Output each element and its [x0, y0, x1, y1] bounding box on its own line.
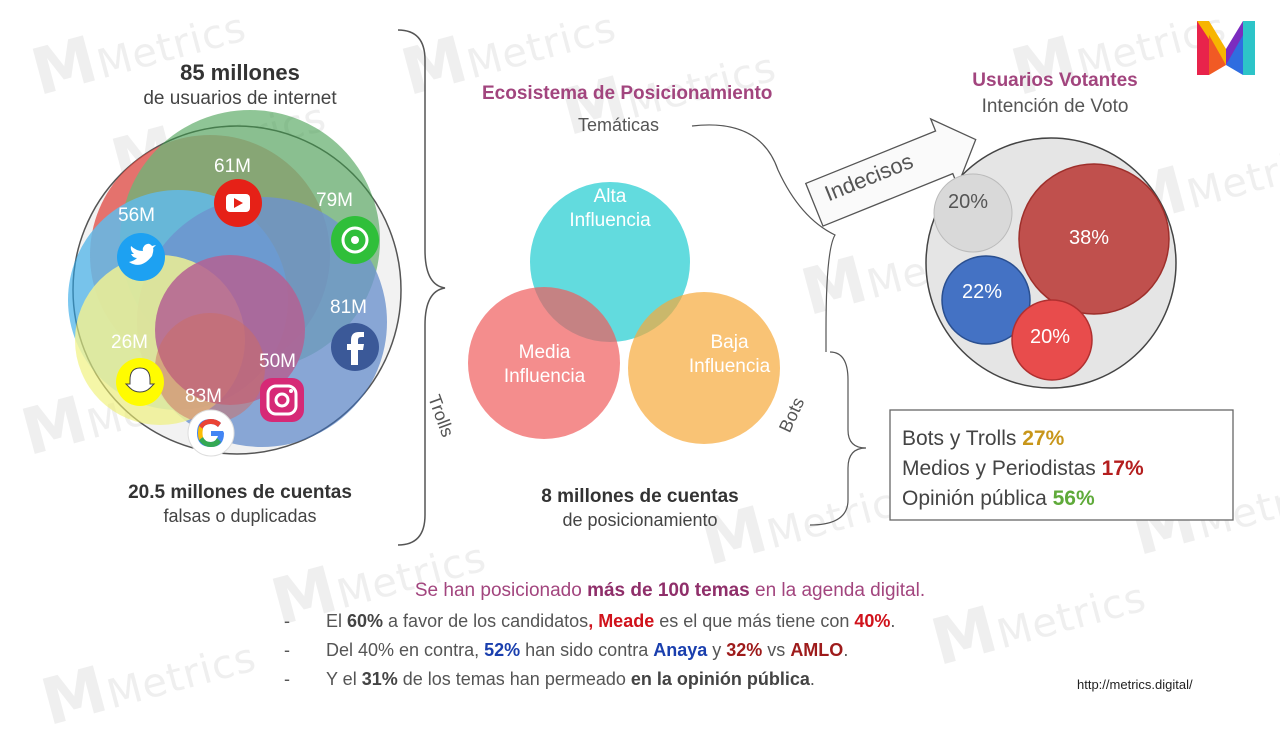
alta-influencia-label: Alta Influencia [569, 186, 651, 231]
breakdown-value: 17% [1101, 457, 1144, 480]
bubble-20-red-label: 20% [1030, 326, 1071, 348]
breakdown-row: Bots y Trolls 27% [902, 427, 1065, 450]
voters-subtitle: Intención de Voto [981, 96, 1129, 117]
twitter-count: 56M [118, 205, 155, 226]
instagram-circle [155, 255, 305, 405]
fake-accounts-caption: falsas o duplicadas [163, 506, 317, 526]
google-count: 83M [185, 386, 222, 407]
positioning-accounts-count: 8 millones de cuentas [541, 486, 739, 507]
left-footer: 20.5 millones de cuentas falsas o duplic… [80, 482, 400, 527]
youtube-count: 61M [214, 156, 251, 177]
left-brace [397, 29, 446, 546]
agenda-headline: Se han posicionado más de 100 temas en l… [414, 580, 926, 601]
diagram-canvas [68, 29, 1234, 546]
tematicas-label: Temáticas [578, 115, 660, 135]
baja-influencia-circle [628, 292, 780, 444]
breakdown-list: Bots y Trolls 27% Medios y Periodistas 1… [902, 424, 1144, 514]
middle-footer: 8 millones de cuentas de posicionamiento [480, 486, 800, 531]
voters-title: Usuarios Votantes [972, 70, 1138, 91]
positioning-accounts-caption: de posicionamiento [562, 510, 718, 530]
breakdown-row: Medios y Periodistas 17% [902, 457, 1144, 480]
snapchat-count: 26M [111, 332, 148, 353]
facebook-count: 81M [330, 297, 367, 318]
bubble-20-red [1011, 299, 1093, 381]
right-brace [809, 351, 867, 526]
bullet-list: - El 60% a favor de los candidatos, Mead… [284, 607, 1084, 694]
tematicas-connector [691, 124, 836, 352]
bubble-38-label: 38% [1069, 227, 1110, 249]
bullet-item: - El 60% a favor de los candidatos, Mead… [284, 611, 896, 631]
media-influencia-circle [468, 287, 620, 439]
bubble-22 [941, 255, 1031, 345]
youtube-icon [214, 179, 262, 227]
bullet-item: - Del 40% en contra, 52% han sido contra… [284, 640, 849, 660]
breakdown-row: Opinión pública 56% [902, 487, 1095, 510]
voters-header: Usuarios Votantes Intención de Voto [930, 70, 1180, 118]
metrics-logo [1197, 21, 1255, 75]
whatsapp-count: 79M [316, 190, 353, 211]
fake-accounts-count: 20.5 millones de cuentas [128, 482, 352, 503]
internet-users-caption: de usuarios de internet [143, 88, 337, 109]
instagram-icon [260, 378, 304, 422]
metrics-url-link[interactable]: http://metrics.digital/ [1077, 677, 1193, 692]
internet-users-count: 85 millones [180, 60, 300, 85]
instagram-count: 50M [259, 351, 296, 372]
bubble-22-label: 22% [962, 281, 1003, 303]
baja-influencia-label: Baja Influencia [688, 332, 771, 377]
google-circle [155, 313, 265, 423]
breakdown-value: 27% [1022, 427, 1065, 450]
breakdown-value: 56% [1052, 487, 1095, 510]
snapchat-icon [116, 358, 164, 406]
media-influencia-label: Media Influencia [503, 342, 586, 387]
google-icon [187, 409, 235, 457]
bubble-20-grey-label: 20% [948, 191, 989, 213]
facebook-icon [331, 323, 379, 371]
ecosystem-title: Ecosistema de Posicionamiento [482, 83, 773, 104]
left-header: 85 millones de usuarios de internet [90, 60, 390, 110]
bubble-38 [1018, 163, 1170, 315]
indecisos-arrow [804, 117, 977, 227]
twitter-icon [117, 233, 165, 281]
bullet-item: - Y el 31% de los temas han permeado en … [284, 669, 815, 689]
bubble-20-grey [933, 173, 1013, 253]
breakdown-box [889, 409, 1234, 521]
whatsapp-icon [331, 216, 379, 264]
